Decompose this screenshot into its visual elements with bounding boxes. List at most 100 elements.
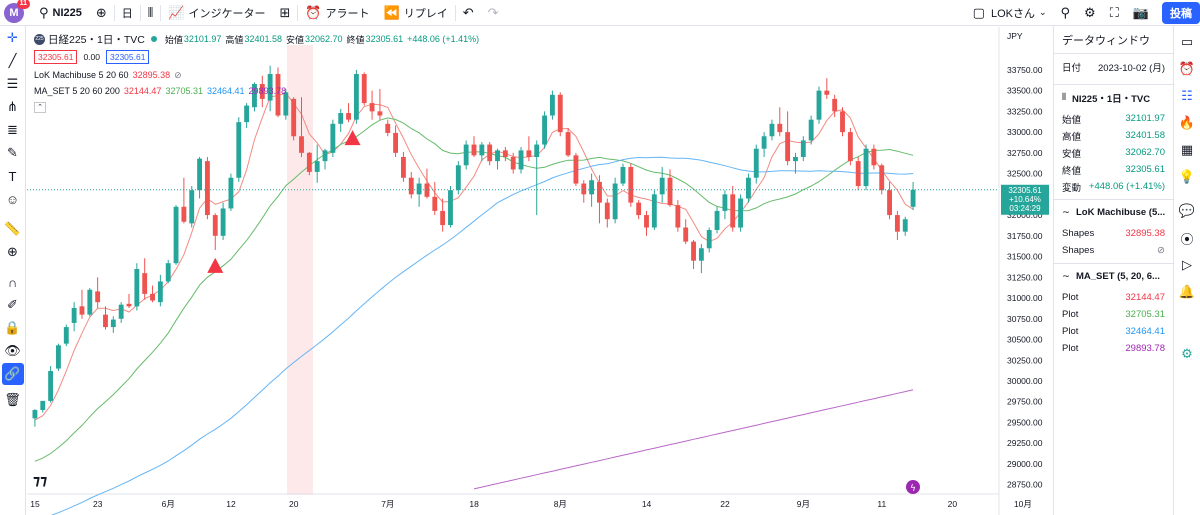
bid-box[interactable]: 32305.61	[34, 50, 78, 64]
price-axis[interactable]: JPY 33750.00 33500.00 33250.00 33000.00 3275…	[1007, 31, 1043, 490]
horizontal-lines-icon[interactable]: ☰	[6, 76, 19, 91]
candle	[714, 206, 720, 234]
trendline-icon[interactable]: ╱	[8, 53, 17, 68]
alarm-clock-icon: ⏰	[305, 5, 322, 20]
crosshair-icon[interactable]: ✛	[7, 30, 18, 45]
candles-icon: ⫴	[147, 5, 154, 20]
candle	[824, 78, 830, 99]
chart-legend: 225 日経225・1日・TVC 始値 32101.97 高値 32401.58 安…	[34, 31, 483, 115]
candle	[165, 259, 171, 284]
hotlist-icon[interactable]: 🔥	[1178, 115, 1196, 130]
undo-button[interactable]: ↶	[456, 0, 481, 26]
high-value: 32401.58	[244, 34, 282, 44]
ideas-icon[interactable]: 💡	[1178, 169, 1196, 184]
candle	[534, 140, 540, 216]
notifications-icon[interactable]: 🔔	[1178, 284, 1196, 299]
indicator-section-maset[interactable]: ∼ MA_SET (5, 20, 6...	[1054, 263, 1173, 289]
candle	[455, 161, 461, 195]
templates-button[interactable]: ⊞	[272, 0, 297, 26]
apps-icon[interactable]: ⚙	[1181, 346, 1193, 361]
time-axis[interactable]: 15236月12207月188月14229月112010月16	[30, 499, 1053, 509]
settings-button[interactable]: ⚙	[1077, 0, 1103, 26]
timezone-button[interactable]: ϟ	[906, 480, 920, 494]
time-tick-label: 10月	[1014, 499, 1032, 509]
last-price-box	[1001, 184, 1049, 215]
chevron-up-icon[interactable]: ⌃	[34, 101, 46, 113]
symbol-section[interactable]: ⫴ NI225・1日・TVC	[1054, 84, 1173, 110]
indicator-section-title: LoK Machibuse (5...	[1075, 207, 1166, 218]
screenshot-button[interactable]: 📷	[1126, 0, 1156, 26]
lock-icon[interactable]: 🔒	[4, 320, 21, 335]
ma20-value: 32705.31	[165, 86, 203, 96]
price-chart[interactable]: JPY 33750.00 33500.00 33250.00 33000.00 3275…	[27, 27, 1053, 515]
alert-label: アラート	[325, 7, 370, 20]
link-icon[interactable]: 🔗	[1, 363, 24, 385]
zoom-in-icon[interactable]: ⊕	[7, 244, 18, 259]
last-price-change: +10.64%	[1009, 195, 1041, 204]
redo-button[interactable]: ↷	[481, 0, 506, 26]
ask-box[interactable]: 32305.61	[106, 50, 150, 64]
quick-search-button[interactable]: ⚲	[1054, 0, 1078, 26]
candle	[840, 107, 845, 137]
date-label: 日付	[1062, 63, 1082, 74]
smiley-icon[interactable]: ☺	[5, 191, 20, 207]
candle	[283, 88, 289, 120]
trash-icon[interactable]: 🗑	[4, 392, 21, 407]
calendar-icon[interactable]: ▦	[1180, 142, 1194, 157]
symbol-search[interactable]: ⚲ NI225	[32, 0, 89, 26]
price-tick-label: 28750.00	[1007, 480, 1043, 490]
play-icon[interactable]: ▷	[1182, 257, 1192, 272]
candle	[110, 316, 116, 333]
indicators-button[interactable]: 📈 インジケーター	[161, 0, 272, 26]
user-avatar[interactable]: M 11	[4, 0, 30, 23]
post-button[interactable]: 投稿	[1162, 1, 1200, 24]
chart-type-button[interactable]: ⫴	[141, 0, 160, 26]
candle	[314, 144, 320, 183]
top-toolbar: M 11 ⚲ NI225 ⊕ 日 ⫴ 📈 インジケーター ⊞ ⏰ アラート ⏪ …	[0, 0, 1200, 26]
data-row-value: +448.06 (+1.41%)	[1088, 181, 1165, 192]
price-tick-label: 33750.00	[1007, 65, 1043, 75]
candle	[581, 180, 587, 203]
candle	[126, 293, 132, 308]
candle	[894, 210, 900, 240]
text-icon[interactable]: T	[8, 168, 17, 184]
indicator-value: 32895.38	[132, 70, 171, 80]
candle	[651, 190, 657, 231]
fib-icon[interactable]: ≣	[7, 122, 18, 137]
data-window-icon[interactable]: ☷	[1181, 88, 1193, 103]
watchlist-icon[interactable]: ▭	[1180, 34, 1194, 49]
data-window-title: データウィンドウ	[1054, 26, 1173, 54]
price-tick-label: 29000.00	[1007, 459, 1043, 469]
data-row-value: 32401.58	[1125, 130, 1165, 141]
interval-label: 日	[121, 7, 133, 20]
indicator-section-machibuse[interactable]: ∼ LoK Machibuse (5...	[1054, 199, 1173, 225]
magnet-icon[interactable]: ∩	[7, 274, 18, 290]
replay-button[interactable]: ⏪ リプレイ	[377, 0, 455, 26]
eye-icon[interactable]: 👁	[4, 343, 21, 358]
symbol-title[interactable]: 日経225・1日・TVC	[48, 33, 145, 46]
streams-icon[interactable]: ⦿	[1180, 231, 1194, 247]
indicator-legend-maset[interactable]: MA_SET 5 20 60 200 32144.47 32705.31 324…	[34, 83, 483, 99]
chat-icon[interactable]: 💬	[1178, 203, 1196, 218]
fullscreen-button[interactable]: ⛶	[1103, 0, 1126, 26]
indicator-rows-maset: Plot 32144.47 Plot 32705.31 Plot 32464.41 Plot…	[1054, 289, 1173, 357]
pitchfork-icon[interactable]: ⋔	[7, 99, 18, 114]
layout-button[interactable]: ▢ LOKさん ⌄	[966, 0, 1054, 26]
alert-button[interactable]: ⏰ アラート	[298, 0, 376, 26]
lock-drawing-icon[interactable]: ✐	[7, 297, 18, 312]
candle	[832, 94, 838, 118]
ruler-icon[interactable]: 📏	[4, 221, 21, 236]
candle	[495, 148, 500, 170]
indicator-legend-machibuse[interactable]: LoK Machibuse 5 20 60 32895.38 ⊘	[34, 67, 483, 83]
candle	[79, 289, 85, 319]
data-row-label: Shapes	[1062, 245, 1095, 256]
data-row-value: 29893.78	[1125, 343, 1165, 354]
brush-icon[interactable]: ✎	[7, 145, 18, 160]
data-row: Plot 32464.41	[1054, 323, 1173, 340]
alerts-icon[interactable]: ⏰	[1178, 61, 1196, 76]
interval-button[interactable]: 日	[115, 0, 140, 26]
candle	[299, 97, 304, 157]
compare-button[interactable]: ⊕	[89, 0, 114, 26]
rewind-icon: ⏪	[383, 5, 400, 20]
ma5-value: 32144.47	[123, 86, 162, 96]
